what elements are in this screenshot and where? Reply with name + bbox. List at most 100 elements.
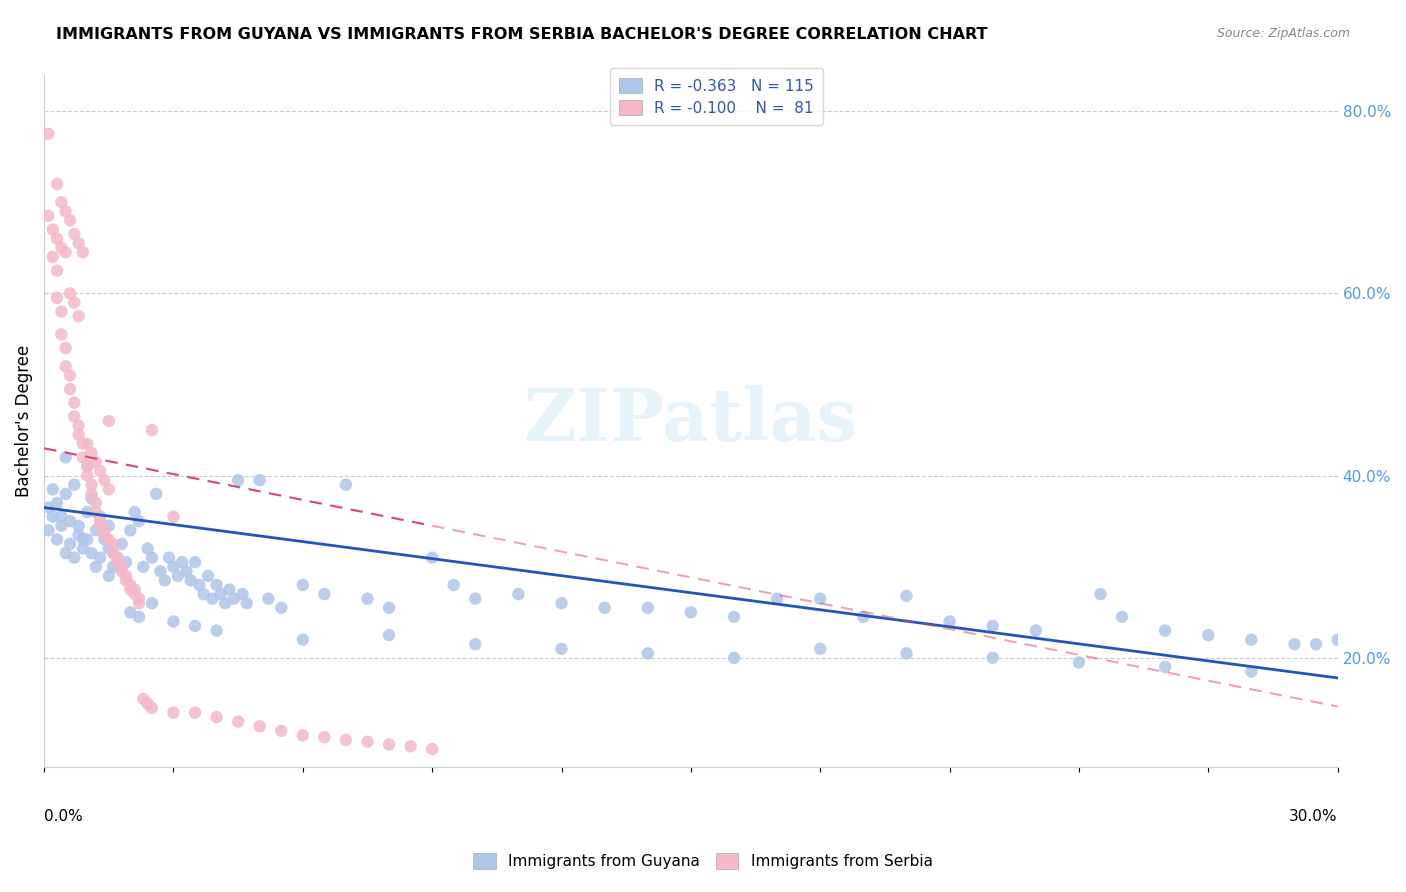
Immigrants from Serbia [76,436,98,450]
Immigrants from Guyana [141,550,163,565]
Immigrants from Guyana [249,473,271,487]
Immigrants from Guyana [420,550,443,565]
Immigrants from Guyana [42,483,65,497]
Immigrants from Guyana [188,578,211,592]
Immigrants from Guyana [120,605,142,619]
Immigrants from Serbia [378,738,401,752]
Immigrants from Serbia [111,559,134,574]
Immigrants from Guyana [63,550,86,565]
Immigrants from Guyana [59,537,82,551]
Immigrants from Guyana [149,564,172,578]
Immigrants from Serbia [120,582,142,597]
Y-axis label: Bachelor's Degree: Bachelor's Degree [15,345,32,497]
Immigrants from Guyana [72,533,94,547]
Immigrants from Serbia [162,509,184,524]
Immigrants from Guyana [93,533,115,547]
Immigrants from Serbia [84,455,107,469]
Immigrants from Serbia [42,250,65,264]
Immigrants from Serbia [97,483,120,497]
Immigrants from Serbia [63,295,86,310]
Immigrants from Guyana [808,591,831,606]
Immigrants from Guyana [205,578,228,592]
Immigrants from Guyana [111,537,134,551]
Immigrants from Guyana [76,533,98,547]
Immigrants from Guyana [97,569,120,583]
Immigrants from Guyana [464,591,486,606]
Immigrants from Serbia [51,241,73,255]
Immigrants from Guyana [808,641,831,656]
Immigrants from Guyana [356,591,378,606]
Immigrants from Guyana [1154,660,1177,674]
Immigrants from Serbia [67,427,90,442]
Immigrants from Guyana [84,559,107,574]
Immigrants from Guyana [378,628,401,642]
Immigrants from Serbia [59,286,82,301]
Immigrants from Guyana [184,619,207,633]
Immigrants from Guyana [1240,665,1263,679]
Immigrants from Guyana [1197,628,1219,642]
Immigrants from Guyana [101,546,124,560]
Immigrants from Serbia [46,263,69,277]
Immigrants from Guyana [209,587,232,601]
Immigrants from Guyana [76,459,98,474]
Immigrants from Guyana [124,505,146,519]
Immigrants from Guyana [37,500,59,515]
Immigrants from Guyana [314,587,336,601]
Immigrants from Serbia [93,528,115,542]
Immigrants from Serbia [67,236,90,251]
Immigrants from Guyana [443,578,465,592]
Immigrants from Guyana [1111,610,1133,624]
Immigrants from Serbia [291,728,314,742]
Immigrants from Guyana [218,582,240,597]
Immigrants from Guyana [231,587,253,601]
Immigrants from Serbia [42,222,65,236]
Immigrants from Serbia [76,468,98,483]
Immigrants from Guyana [1067,656,1090,670]
Text: IMMIGRANTS FROM GUYANA VS IMMIGRANTS FROM SERBIA BACHELOR'S DEGREE CORRELATION C: IMMIGRANTS FROM GUYANA VS IMMIGRANTS FRO… [56,27,988,42]
Immigrants from Serbia [59,213,82,227]
Immigrants from Serbia [101,546,124,560]
Immigrants from Serbia [51,304,73,318]
Immigrants from Serbia [72,245,94,260]
Immigrants from Serbia [51,195,73,210]
Immigrants from Guyana [378,600,401,615]
Immigrants from Serbia [80,487,103,501]
Immigrants from Serbia [37,209,59,223]
Immigrants from Guyana [1326,632,1348,647]
Immigrants from Guyana [723,651,745,665]
Immigrants from Serbia [63,409,86,424]
Immigrants from Guyana [162,559,184,574]
Immigrants from Guyana [766,591,789,606]
Immigrants from Serbia [59,368,82,383]
Immigrants from Guyana [1090,587,1112,601]
Immigrants from Serbia [63,227,86,241]
Immigrants from Serbia [89,518,111,533]
Immigrants from Guyana [120,524,142,538]
Immigrants from Serbia [93,524,115,538]
Immigrants from Serbia [128,596,150,610]
Immigrants from Guyana [67,528,90,542]
Immigrants from Guyana [42,509,65,524]
Immigrants from Guyana [550,641,572,656]
Immigrants from Guyana [257,591,280,606]
Immigrants from Guyana [80,546,103,560]
Immigrants from Serbia [55,359,77,374]
Immigrants from Serbia [420,742,443,756]
Immigrants from Serbia [72,436,94,450]
Immigrants from Guyana [508,587,530,601]
Immigrants from Serbia [399,739,422,754]
Immigrants from Guyana [115,555,138,569]
Immigrants from Guyana [55,487,77,501]
Immigrants from Serbia [111,564,134,578]
Text: ZIPatlas: ZIPatlas [524,385,858,457]
Text: 30.0%: 30.0% [1289,809,1337,824]
Immigrants from Serbia [205,710,228,724]
Immigrants from Serbia [76,459,98,474]
Immigrants from Guyana [46,533,69,547]
Immigrants from Serbia [89,514,111,528]
Immigrants from Guyana [128,610,150,624]
Immigrants from Guyana [132,559,155,574]
Immigrants from Guyana [214,596,236,610]
Immigrants from Guyana [184,555,207,569]
Immigrants from Guyana [153,574,176,588]
